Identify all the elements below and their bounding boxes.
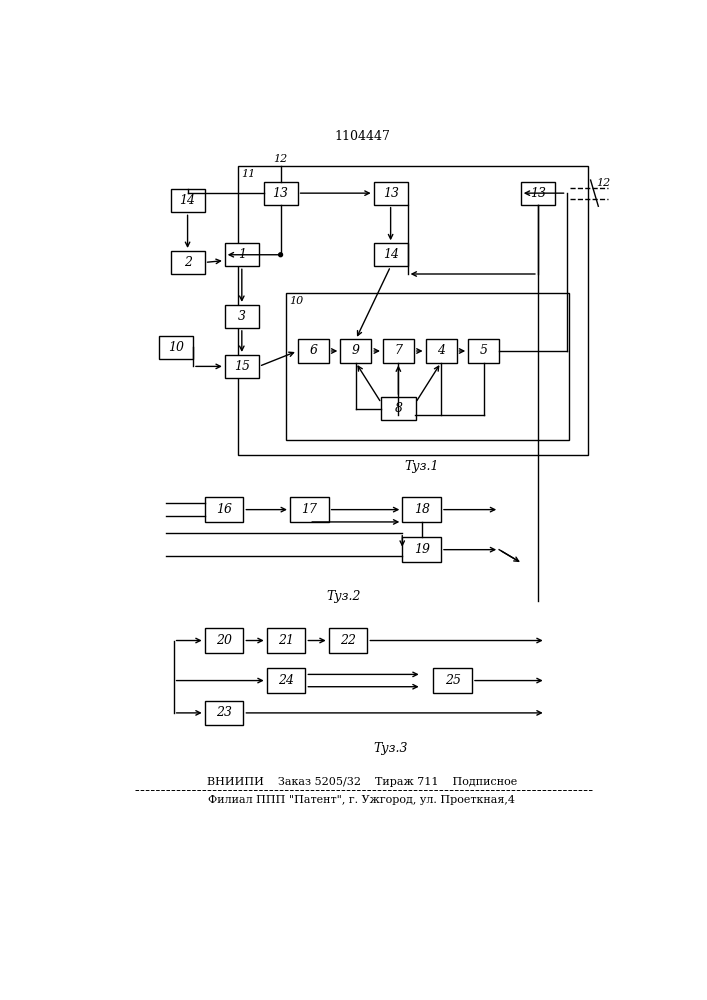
Bar	[159, 336, 193, 359]
Text: 5: 5	[479, 344, 488, 358]
Bar	[267, 628, 305, 653]
Text: 2: 2	[184, 256, 192, 269]
Bar	[238, 166, 588, 455]
Text: 9: 9	[352, 344, 360, 358]
Bar	[290, 497, 329, 522]
Bar	[433, 668, 472, 693]
Text: 18: 18	[414, 503, 430, 516]
Text: Филиал ППП "Патент", г. Ужгород, ул. Проеткная,4: Филиал ППП "Патент", г. Ужгород, ул. Про…	[209, 795, 515, 805]
Text: 19: 19	[414, 543, 430, 556]
Text: 7: 7	[395, 344, 402, 358]
Text: 8: 8	[395, 402, 402, 415]
Text: 13: 13	[530, 187, 546, 200]
Bar	[170, 189, 204, 212]
Bar	[225, 355, 259, 378]
Text: 16: 16	[216, 503, 232, 516]
Text: Τуз.2: Τуз.2	[327, 590, 361, 603]
Bar	[383, 339, 414, 363]
Bar	[426, 339, 457, 363]
Bar	[204, 497, 243, 522]
Circle shape	[279, 253, 283, 257]
Text: 17: 17	[301, 503, 317, 516]
Text: 4: 4	[437, 344, 445, 358]
Text: 3: 3	[238, 310, 246, 323]
Text: 25: 25	[445, 674, 461, 687]
Bar	[264, 182, 298, 205]
Text: 20: 20	[216, 634, 232, 647]
Text: 11: 11	[241, 169, 255, 179]
Bar	[381, 397, 416, 420]
Text: 10: 10	[289, 296, 303, 306]
Bar	[170, 251, 204, 274]
Bar	[267, 668, 305, 693]
Bar	[340, 339, 371, 363]
Text: Τуз.1: Τуз.1	[404, 460, 439, 473]
Bar	[286, 293, 569, 440]
Text: 1: 1	[238, 248, 246, 261]
Bar	[204, 628, 243, 653]
Bar	[329, 628, 368, 653]
Text: 14: 14	[382, 248, 399, 261]
Text: 13: 13	[273, 187, 288, 200]
Bar	[373, 243, 408, 266]
Bar	[298, 339, 329, 363]
Text: 6: 6	[309, 344, 317, 358]
Text: 13: 13	[382, 187, 399, 200]
Text: 23: 23	[216, 706, 232, 719]
Text: Τуз.3: Τуз.3	[373, 742, 408, 755]
Text: 24: 24	[278, 674, 294, 687]
Text: 15: 15	[234, 360, 250, 373]
Text: 12: 12	[596, 178, 610, 188]
Bar	[204, 701, 243, 725]
Bar	[402, 497, 441, 522]
Bar	[468, 339, 499, 363]
Bar	[373, 182, 408, 205]
Text: 22: 22	[340, 634, 356, 647]
Text: 21: 21	[278, 634, 294, 647]
Text: 1104447: 1104447	[334, 130, 390, 143]
Bar	[225, 243, 259, 266]
Bar	[225, 305, 259, 328]
Text: 12: 12	[274, 154, 288, 164]
Text: ВНИИПИ    Заказ 5205/32    Тираж 711    Подписное: ВНИИПИ Заказ 5205/32 Тираж 711 Подписное	[207, 777, 517, 787]
Bar	[521, 182, 555, 205]
Text: 14: 14	[180, 194, 196, 207]
Text: 10: 10	[168, 341, 184, 354]
Bar	[402, 537, 441, 562]
